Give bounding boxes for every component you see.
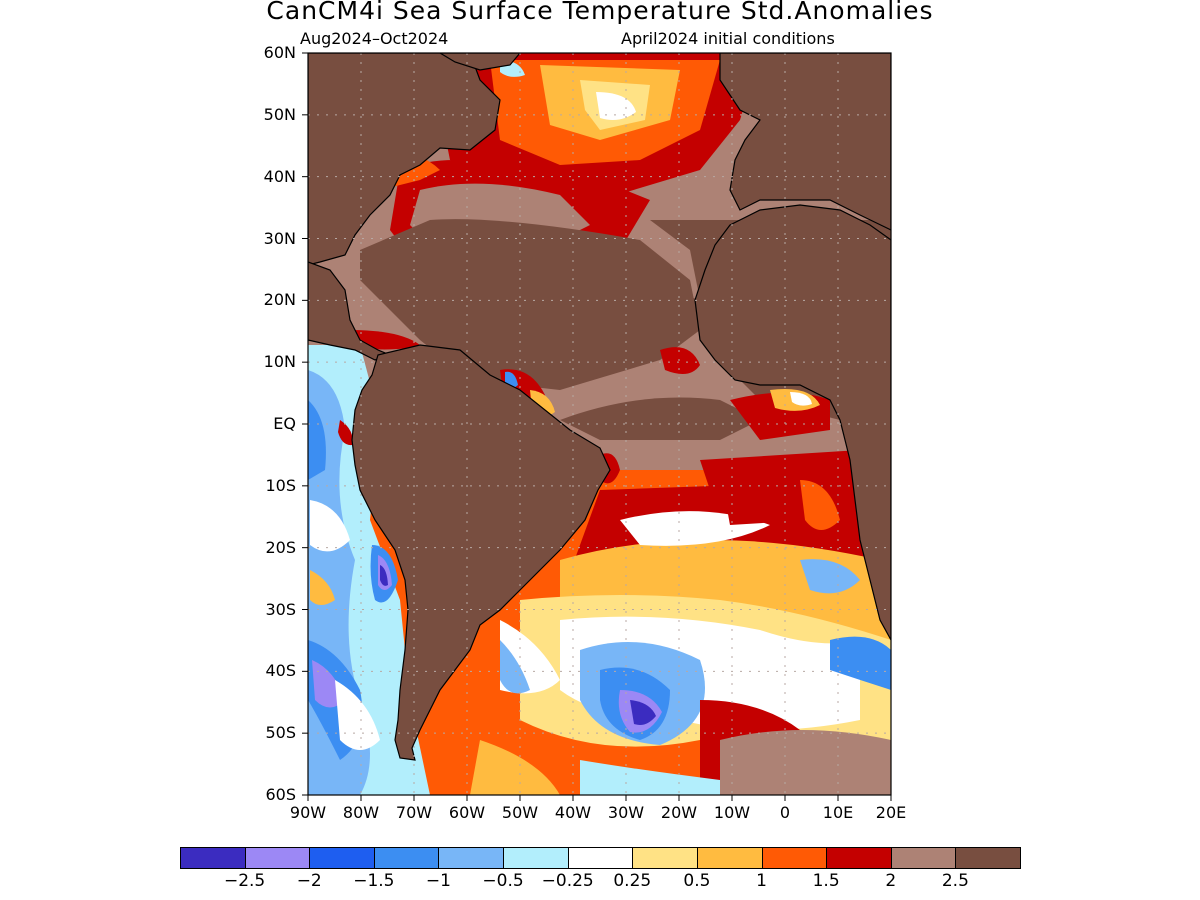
lat-label: 40S	[265, 661, 296, 681]
lat-label: 20N	[263, 290, 296, 310]
colorbar-label: −0.5	[482, 871, 524, 891]
lon-label: 40W	[554, 803, 592, 822]
lon-label: 90W	[289, 803, 327, 822]
lat-label: 30S	[265, 599, 296, 619]
colorbar-swatch	[309, 847, 375, 869]
map-field	[308, 53, 891, 795]
lat-label: 50N	[263, 104, 296, 124]
lon-label: 20W	[660, 803, 698, 822]
colorbar-swatch	[567, 847, 634, 869]
colorbar-label: −1.5	[353, 871, 395, 891]
land	[308, 53, 891, 761]
colorbar-label: 2	[885, 871, 897, 891]
colorbar-swatch	[438, 847, 505, 869]
colorbar-label: 1	[756, 871, 767, 891]
colorbar-swatch	[180, 847, 246, 869]
colorbar-label: −1	[425, 871, 451, 891]
sst-anomaly-map	[302, 52, 892, 801]
lat-label: 40N	[263, 166, 296, 186]
lon-label: 30W	[607, 803, 645, 822]
lon-label: 0	[779, 803, 791, 822]
south-america	[351, 344, 611, 761]
central-america	[308, 261, 392, 361]
colorbar-swatch	[503, 847, 569, 869]
colorbar-label: −0.25	[541, 871, 594, 891]
lon-label: 70W	[395, 803, 433, 822]
colorbar-label: 0.5	[683, 871, 711, 891]
axis-ticks	[302, 52, 892, 801]
lat-label: 30N	[263, 228, 296, 248]
lat-label: 50S	[265, 723, 296, 743]
greenland	[438, 53, 521, 71]
graticule	[308, 53, 891, 795]
colorbar-swatch	[955, 847, 1021, 869]
iceland-europe	[719, 53, 891, 231]
colorbar-swatch	[890, 847, 957, 869]
lat-label: 10N	[263, 352, 296, 372]
colorbar-label: −2.5	[223, 871, 266, 891]
initial-conditions-label: April2024 initial conditions	[621, 29, 835, 48]
colorbar-label: −2	[296, 871, 322, 891]
lon-label: 80W	[342, 803, 380, 822]
colorbar-swatch	[632, 847, 698, 869]
colorbar-label: 2.5	[941, 871, 969, 891]
north-america	[308, 53, 501, 266]
map-title: CanCM4i Sea Surface Temperature Std.Anom…	[266, 0, 934, 25]
lon-label: 50W	[501, 803, 539, 822]
colorbar-swatch	[826, 847, 892, 869]
pacific-cold-region	[308, 345, 430, 795]
lon-label: 20E	[875, 803, 907, 822]
lat-label: 20S	[265, 537, 296, 557]
lon-label: 60W	[448, 803, 486, 822]
colorbar-swatch	[696, 847, 763, 869]
lon-label: 10E	[822, 803, 854, 822]
colorbar-swatch	[373, 847, 440, 869]
colorbar-label: 0.25	[613, 871, 652, 891]
lat-label: 60N	[263, 43, 296, 62]
colorbar-swatch	[244, 847, 311, 869]
africa	[694, 204, 891, 641]
lat-label: 10S	[265, 475, 296, 495]
colorbar-label: 1.5	[812, 871, 840, 891]
colorbar-swatch	[761, 847, 828, 869]
lat-label: EQ	[273, 414, 296, 433]
lat-label: 60S	[265, 785, 296, 804]
lon-label: 10W	[713, 803, 751, 822]
forecast-period: Aug2024–Oct2024	[300, 29, 449, 48]
